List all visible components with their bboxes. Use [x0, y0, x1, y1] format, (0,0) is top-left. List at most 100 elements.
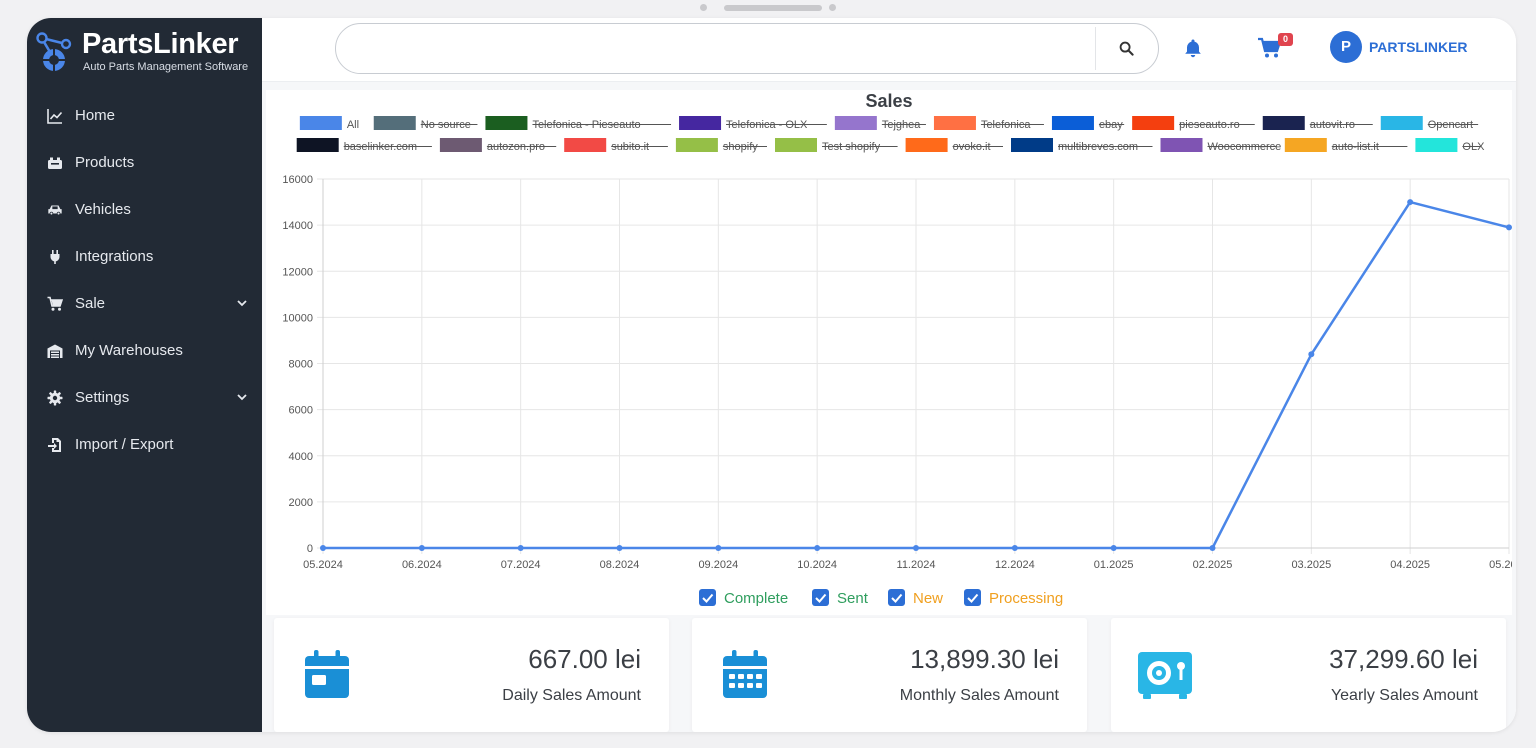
cart-icon	[46, 295, 64, 313]
legend-swatch	[296, 138, 339, 152]
y-tick-label: 0	[307, 543, 313, 555]
legend-swatch	[439, 138, 482, 152]
stat-label: Daily Sales Amount	[502, 687, 641, 704]
calendar-days-icon	[723, 650, 767, 698]
data-point	[1407, 199, 1414, 206]
sidebar-item-vehicles[interactable]: Vehicles	[27, 186, 262, 233]
filter-label[interactable]: Processing	[989, 590, 1063, 607]
y-tick-label: 2000	[289, 497, 313, 509]
safe-icon	[1138, 652, 1192, 699]
x-tick-label: 05.2025	[1489, 559, 1512, 571]
app-window: PartsLinker Auto Parts Management Softwa…	[27, 18, 1516, 732]
data-point	[814, 545, 821, 551]
chart-title: Sales	[865, 91, 912, 111]
sidebar-item-settings[interactable]: Settings	[27, 374, 262, 421]
sidebar-item-my-warehouses[interactable]: My Warehouses	[27, 327, 262, 374]
sidebar-item-label: Integrations	[75, 248, 154, 265]
y-tick-label: 16000	[282, 174, 313, 186]
x-tick-label: 09.2024	[698, 559, 738, 571]
car-icon	[46, 201, 64, 219]
x-tick-label: 06.2024	[402, 559, 442, 571]
filter-checkbox[interactable]	[699, 589, 716, 606]
filter-label[interactable]: New	[913, 590, 943, 607]
filter-label[interactable]: Sent	[837, 590, 869, 607]
username[interactable]: PARTSLINKER	[1369, 39, 1468, 55]
notch-bar	[724, 5, 822, 11]
x-tick-label: 12.2024	[995, 559, 1035, 571]
data-point	[1110, 545, 1117, 551]
filter-label[interactable]: Complete	[724, 590, 788, 607]
x-tick-label: 08.2024	[600, 559, 640, 571]
check-icon	[815, 593, 827, 603]
sidebar-item-label: Import / Export	[75, 436, 174, 453]
data-point	[913, 545, 919, 551]
filter-checkbox[interactable]	[888, 589, 905, 606]
sales-chart-card: Sales All No source Telefonica - Pieseauto T…	[266, 90, 1512, 615]
x-tick-label: 11.2024	[897, 559, 936, 571]
data-point	[320, 545, 326, 551]
legend-swatch	[1051, 116, 1094, 130]
monthly-sales-card: 13,899.30 lei Monthly Sales Amount	[692, 618, 1087, 732]
legend-swatch	[373, 116, 416, 130]
daily-sales-card: 667.00 lei Daily Sales Amount	[274, 618, 669, 732]
chart-line-icon	[46, 107, 64, 125]
search-button[interactable]	[1095, 27, 1157, 70]
stat-value: 667.00 lei	[528, 644, 641, 674]
y-tick-label: 6000	[289, 405, 313, 417]
search-input[interactable]	[354, 37, 1094, 61]
legend-swatch	[905, 138, 948, 152]
sidebar-item-label: Sale	[75, 295, 106, 312]
check-icon	[891, 593, 903, 603]
y-tick-label: 14000	[282, 220, 313, 232]
chevron-down-icon	[237, 300, 247, 307]
legend-swatch	[1132, 116, 1175, 130]
legend-swatch	[1011, 138, 1053, 152]
bell-icon[interactable]	[1182, 37, 1204, 59]
legend-swatch	[933, 116, 976, 130]
sidebar-item-label: Home	[75, 107, 116, 124]
legend-swatch	[299, 116, 342, 130]
sidebar-nav: Home Products Vehicles Integrations	[27, 92, 262, 468]
sidebar-item-integrations[interactable]: Integrations	[27, 233, 262, 280]
stat-label: Monthly Sales Amount	[899, 687, 1059, 704]
sidebar-item-label: Products	[75, 154, 135, 171]
y-tick-label: 10000	[282, 312, 313, 324]
stat-value: 13,899.30 lei	[910, 644, 1059, 674]
chevron-down-icon	[237, 394, 247, 401]
check-icon	[967, 593, 979, 603]
legend-swatch	[564, 138, 607, 152]
sidebar-item-import-export[interactable]: Import / Export	[27, 421, 262, 468]
sidebar-item-label: Vehicles	[75, 201, 131, 218]
data-point	[616, 545, 623, 551]
avatar[interactable]: P	[1330, 31, 1362, 63]
brand[interactable]: PartsLinker Auto Parts Management Softwa…	[36, 26, 256, 86]
x-tick-label: 04.2025	[1390, 559, 1430, 571]
stat-value: 37,299.60 lei	[1329, 644, 1478, 674]
y-tick-label: 12000	[282, 266, 313, 278]
x-tick-label: 07.2024	[501, 559, 541, 571]
notch-dot	[700, 4, 707, 11]
y-tick-label: 8000	[289, 359, 313, 371]
sidebar-item-sale[interactable]: Sale	[27, 280, 262, 327]
legend-swatch	[679, 116, 722, 130]
device-notch	[700, 4, 836, 12]
brand-tagline: Auto Parts Management Software	[83, 61, 249, 73]
filter-checkbox[interactable]	[812, 589, 829, 606]
top-bar: 0 P PARTSLINKER	[262, 18, 1516, 82]
cart-icon[interactable]	[1257, 36, 1283, 60]
dashboard-main: Sales All No source Telefonica - Pieseauto T…	[262, 82, 1516, 732]
sidebar: PartsLinker Auto Parts Management Softwa…	[27, 18, 262, 732]
sidebar-item-home[interactable]: Home	[27, 92, 262, 139]
brand-name: PartsLinker	[82, 28, 239, 60]
data-point	[418, 545, 425, 551]
partslinker-logo-icon	[36, 32, 72, 71]
data-point	[1209, 545, 1216, 551]
sidebar-item-products[interactable]: Products	[27, 139, 262, 186]
legend-swatch	[1160, 138, 1203, 152]
filter-checkbox[interactable]	[964, 589, 981, 606]
plug-icon	[46, 248, 64, 266]
legend-item-label[interactable]: All	[347, 119, 359, 131]
legend-swatch	[1284, 138, 1327, 152]
legend-swatch	[834, 116, 877, 130]
legend-swatch	[1415, 138, 1458, 152]
